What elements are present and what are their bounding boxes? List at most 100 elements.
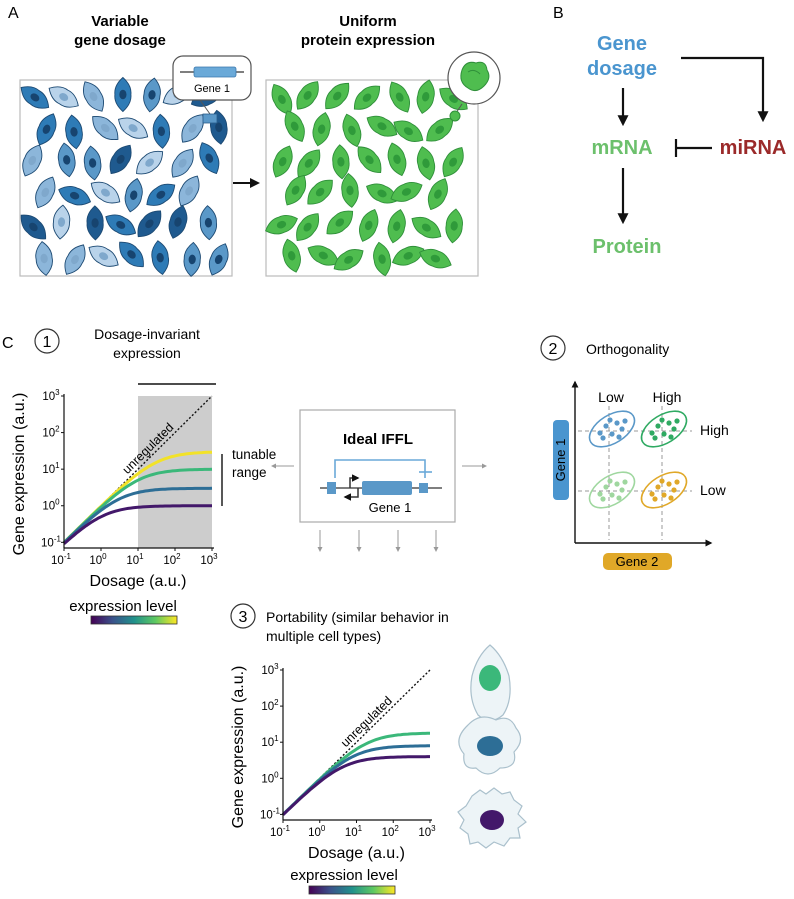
x-tick-label: 10-1 (51, 552, 71, 567)
tunable-label-1: tunable (232, 447, 276, 462)
cell (137, 210, 162, 238)
cell (181, 114, 204, 143)
cell (416, 79, 435, 114)
iffl-gene-label: Gene 1 (369, 500, 412, 515)
cell (326, 210, 354, 235)
cell (88, 245, 119, 267)
panel-c-letter: C (2, 335, 14, 352)
panel-a-left-title-2: gene dosage (74, 32, 166, 49)
series-line-3 (62, 486, 213, 544)
cell (124, 177, 143, 213)
x-tick-label: 102 (163, 552, 181, 567)
cell (20, 214, 47, 240)
cell-type-2-nucleus (477, 736, 503, 756)
cluster-ellipse-3 (588, 471, 636, 509)
section-3-title-2: multiple cell types) (266, 628, 381, 644)
cell (65, 114, 83, 150)
y-tick-label: 100 (42, 498, 60, 513)
cell (35, 176, 56, 209)
cell (390, 181, 423, 202)
cell (426, 118, 454, 142)
cell (109, 144, 132, 174)
colorbar-2-label: expression level (290, 867, 398, 884)
y-axis-label: Gene expression (a.u.) (11, 393, 28, 556)
unregulated-line (63, 395, 213, 543)
chart-1-dosage-invariant: unregulated10-110-1100100101101102102103… (11, 383, 218, 590)
colorbar-1-label: expression level (69, 598, 177, 615)
gene-1-axis-label: Gene 1 (553, 439, 568, 482)
gene-dosage-node-1: Gene (597, 33, 647, 55)
cell (373, 241, 392, 277)
cell (199, 205, 218, 241)
cell (393, 120, 424, 142)
protein-node: Protein (593, 236, 662, 258)
cluster-ellipse-1 (588, 410, 636, 448)
y-tick-label: 101 (42, 461, 60, 476)
section-1-title-1: Dosage-invariant (94, 326, 200, 342)
x-tick-label: 100 (89, 552, 107, 567)
series-line-3 (281, 755, 430, 816)
y-tick-label: 10-1 (260, 806, 280, 821)
cell (419, 248, 452, 269)
uniform-expression-cells (265, 79, 468, 277)
row-low-label: Low (700, 482, 727, 498)
cell (366, 183, 398, 204)
protein-callout (447, 51, 501, 122)
section-2-number: 2 (549, 341, 558, 358)
variable-dosage-cells (20, 76, 229, 277)
x-tick-label: 10-1 (270, 824, 290, 839)
cell (118, 117, 149, 139)
panel-a-left-title-1: Variable (91, 13, 149, 30)
cell (36, 113, 57, 146)
cell (297, 149, 321, 178)
iffl-connector-arrows (271, 463, 487, 552)
ideal-iffl-box: Ideal IFFL Gene 1 (299, 409, 456, 523)
cell (366, 115, 398, 137)
y-tick-label: 101 (261, 734, 279, 749)
cell (333, 249, 364, 271)
panel-a-right-title-1: Uniform (339, 13, 397, 30)
mrna-node: mRNA (591, 137, 652, 159)
section-3-circle (230, 603, 256, 629)
cell (119, 241, 144, 268)
cluster-ellipse-4 (640, 471, 688, 509)
y-tick-label: 10-1 (41, 534, 61, 549)
cell (427, 178, 448, 211)
cell (82, 81, 105, 112)
y-axis-label: Gene expression (a.u.) (230, 666, 247, 829)
cell (57, 142, 76, 178)
section-3-number: 3 (239, 609, 248, 626)
mirna-node: miRNA (720, 137, 787, 159)
cell (64, 244, 86, 275)
cell (199, 142, 220, 175)
cell (341, 172, 359, 208)
cell (285, 174, 307, 206)
section-2-title: Orthogonality (586, 341, 669, 357)
cell (168, 205, 188, 239)
cell (307, 179, 333, 205)
colorbar-2 (308, 885, 396, 895)
cell (92, 115, 119, 141)
gene-2-axis-badge (603, 553, 672, 570)
cell (86, 205, 104, 241)
tunable-label-2: range (232, 465, 267, 480)
y-tick-label: 103 (42, 388, 60, 403)
panel-b-edges (617, 56, 769, 225)
cell (20, 86, 50, 109)
x-axis-label: Dosage (a.u.) (90, 573, 187, 590)
col-low-label: Low (598, 389, 625, 405)
cell (357, 146, 382, 173)
cell (387, 142, 407, 177)
cell (48, 86, 79, 108)
section-1-title-2: expression (113, 345, 181, 361)
cell (143, 77, 161, 113)
cell (171, 148, 194, 178)
x-tick-label: 100 (308, 824, 326, 839)
cell-type-icons (457, 644, 527, 849)
row-high-label: High (700, 422, 729, 438)
cell (90, 181, 121, 204)
x-tick-label: 103 (200, 552, 218, 567)
gene-1-axis-badge (553, 420, 569, 500)
section-3-title-1: Portability (similar behavior in (266, 609, 449, 625)
cell (146, 183, 176, 206)
